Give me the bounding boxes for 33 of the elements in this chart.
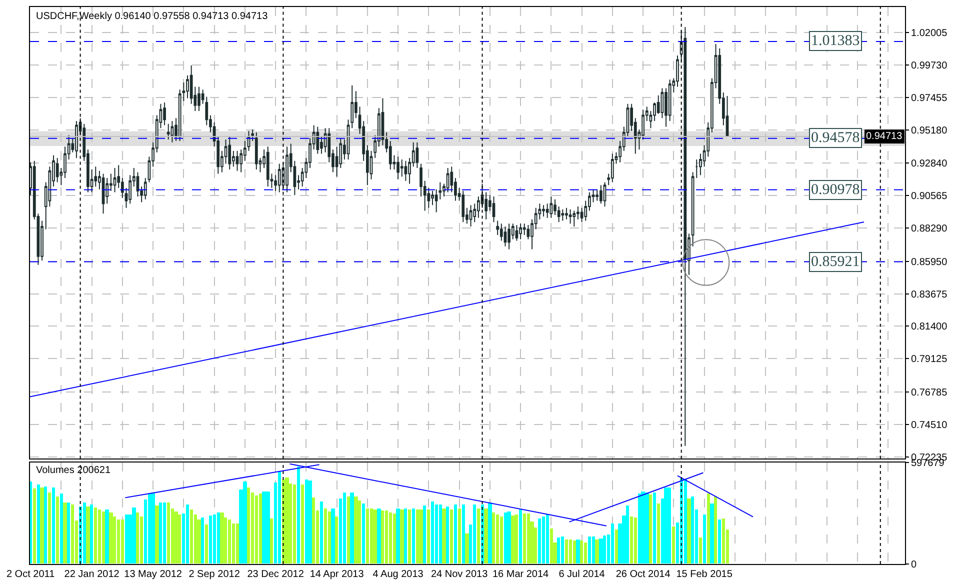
x-tick-label: 26 Oct 2014 <box>616 569 671 580</box>
y-tick-label: 0.79125 <box>911 354 948 366</box>
y-tick-label: 0.85950 <box>911 256 948 268</box>
y-tick-label: 0.90565 <box>911 191 948 202</box>
y-tick-label: 0 <box>911 559 917 570</box>
x-tick-label: 13 May 2012 <box>124 569 182 580</box>
x-tick-label: 4 Aug 2013 <box>372 569 424 580</box>
y-tick-label: 0.74510 <box>911 420 948 431</box>
ref-line-label: 0.90978 <box>811 182 860 198</box>
x-tick-label: 2 Oct 2011 <box>6 569 56 580</box>
chart-title: Volumes 200621 <box>36 465 111 476</box>
ref-line-label: 0.94713 <box>866 131 903 142</box>
y-tick-label: 0.95180 <box>911 125 948 136</box>
y-tick-label: 0.97455 <box>911 92 948 104</box>
x-tick-label: 15 Feb 2015 <box>676 569 733 580</box>
x-tick-label: 6 Jul 2014 <box>558 569 606 580</box>
ref-line-label: 0.85921 <box>811 254 860 270</box>
chart-title: USDCHF,Weekly 0.96140 0.97558 0.94713 0.94713 <box>36 11 268 22</box>
y-tick-label: 1.02005 <box>911 28 948 40</box>
y-tick-label: 0.81400 <box>911 322 948 333</box>
y-tick-label: 0.92840 <box>911 158 948 170</box>
x-tick-label: 14 Apr 2013 <box>310 569 364 580</box>
y-tick-label: 0.88290 <box>911 224 948 235</box>
x-tick-label: 24 Nov 2013 <box>430 569 488 580</box>
ref-line-label: 1.01383 <box>811 33 860 49</box>
x-tick-label: 2 Sep 2012 <box>188 569 240 580</box>
x-tick-label: 23 Dec 2012 <box>247 569 304 580</box>
y-tick-label: 0.99730 <box>911 60 948 72</box>
x-tick-label: 16 Mar 2014 <box>492 569 550 580</box>
y-tick-label: 0.83675 <box>911 289 948 300</box>
x-tick-label: 22 Jan 2012 <box>64 569 120 580</box>
ref-line-label: 0.94578 <box>811 130 860 146</box>
y-tick-label: 0.76785 <box>911 387 948 398</box>
